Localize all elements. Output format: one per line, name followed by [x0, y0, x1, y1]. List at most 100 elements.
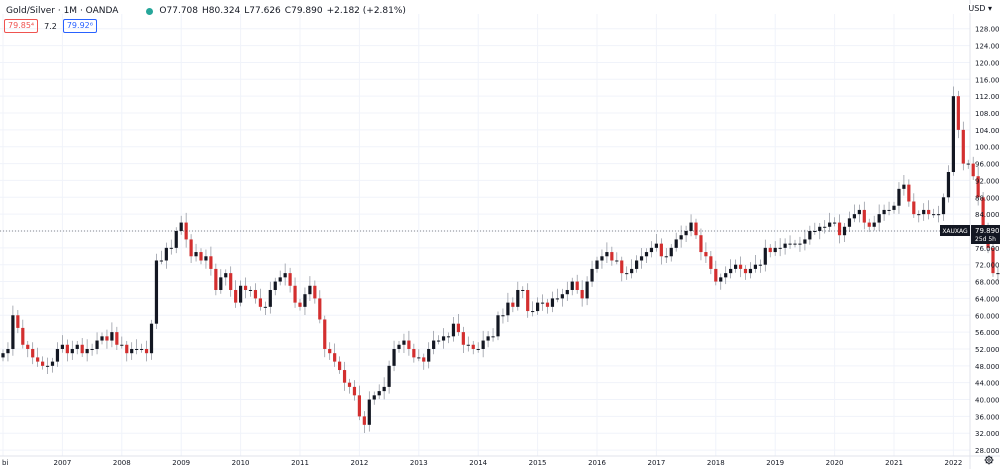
candle-body — [560, 294, 564, 299]
candle-body — [496, 315, 500, 337]
candle-body — [437, 340, 441, 342]
buy-button[interactable]: 79.92⁶ — [62, 19, 97, 33]
candle-body — [100, 336, 104, 341]
candle-body — [793, 243, 797, 245]
candle-body — [620, 260, 624, 274]
candle-body — [50, 361, 55, 366]
candle-body — [833, 222, 837, 224]
x-tick-label: 2007 — [53, 459, 71, 467]
symbol-tag-label: XAUXAG — [942, 228, 968, 235]
currency-button[interactable]: USD ▾ — [966, 4, 994, 13]
x-tick-label: 2010 — [232, 459, 250, 467]
candle-body — [298, 302, 302, 307]
candle-body — [476, 348, 480, 350]
open-label: O — [159, 6, 167, 16]
time-axis[interactable]: bi 2007 2008 2009 2010 2011 2012 2013 2014 2015 20… — [2, 459, 962, 467]
candle-body — [689, 222, 693, 231]
candle-body — [70, 348, 74, 354]
candle-body — [95, 340, 99, 349]
symbol-tag — [940, 224, 970, 236]
candle-body — [521, 289, 525, 291]
x-tick-label: 2012 — [350, 459, 368, 467]
gear-icon[interactable] — [984, 455, 994, 465]
sell-button[interactable]: 79.85⁴ — [4, 19, 39, 33]
candle-body — [575, 281, 579, 290]
candle-body — [110, 332, 114, 341]
candle-body — [263, 306, 267, 308]
candle-body — [486, 336, 490, 341]
candle-body — [1, 353, 5, 358]
candle-body — [140, 348, 144, 350]
candle-body — [41, 361, 45, 366]
candle-body — [516, 289, 520, 307]
candle-body — [159, 260, 163, 262]
y-tick-label: 92.000 — [975, 177, 1000, 185]
candle-body — [466, 344, 470, 346]
symbol-title[interactable]: Gold/Silver · 1M · OANDA — [6, 6, 119, 16]
x-tick-label: bi — [2, 459, 8, 467]
candle-body — [778, 247, 782, 249]
y-tick-label: 112.000 — [975, 93, 1000, 101]
candle-body — [912, 201, 916, 215]
candle-body — [857, 209, 861, 215]
candle-body — [704, 252, 708, 257]
candle-body — [506, 302, 510, 316]
candle-body — [872, 222, 876, 227]
candle-body — [630, 268, 634, 274]
candle-body — [367, 399, 371, 425]
candle-body — [941, 197, 946, 215]
candle-body — [877, 214, 881, 223]
candle-body — [699, 235, 703, 253]
candle-body — [753, 264, 757, 269]
x-tick-label: 2021 — [885, 459, 903, 467]
candle-body — [714, 268, 718, 282]
candle-body — [917, 214, 921, 216]
candle-body — [90, 348, 94, 350]
candle-body — [253, 289, 258, 299]
candle-body — [31, 348, 35, 358]
candle-body — [45, 365, 50, 367]
candle-body — [531, 311, 535, 313]
legend: Gold/Silver · 1M · OANDA O 77.708 H 80.3… — [6, 4, 406, 18]
candle-body — [174, 230, 178, 248]
candle-body — [902, 184, 906, 189]
price-axis[interactable]: 28.000 32.000 36.000 40.000 44.000 48.000 52.0… — [975, 26, 1000, 455]
x-tick-label: 2019 — [766, 459, 784, 467]
y-tick-label: 116.000 — [975, 76, 1000, 84]
candle-body — [387, 365, 391, 387]
candle-body — [659, 243, 663, 257]
y-tick-label: 52.000 — [975, 346, 1000, 354]
candle-body — [278, 277, 282, 282]
y-tick-label: 128.000 — [975, 26, 1000, 34]
candle-body — [600, 256, 604, 261]
candle-body — [847, 218, 852, 227]
candle-body — [427, 348, 431, 362]
market-status-icon — [146, 7, 154, 15]
x-tick-label: 2020 — [826, 459, 844, 467]
candle-body — [536, 302, 540, 312]
candle-body — [887, 209, 891, 211]
y-tick-label: 100.000 — [975, 144, 1000, 152]
candle-body — [946, 172, 951, 198]
candle-body — [120, 344, 124, 346]
candle-body — [333, 353, 337, 362]
candle-body — [783, 243, 787, 248]
y-tick-label: 28.000 — [975, 447, 1000, 455]
candle-body — [313, 285, 317, 299]
candle-body — [323, 319, 327, 349]
candle-body — [11, 315, 15, 349]
candle-body — [540, 302, 545, 304]
candle-body — [882, 209, 886, 215]
candle-body — [956, 96, 960, 130]
candle-body — [724, 273, 728, 278]
candle-body — [65, 344, 69, 354]
candle-body — [115, 332, 119, 345]
y-tick-label: 68.000 — [975, 279, 1000, 287]
x-tick-label: 2018 — [707, 459, 725, 467]
candle-body — [16, 315, 20, 328]
y-tick-label: 76.000 — [975, 245, 1000, 253]
candle-body — [639, 256, 644, 261]
